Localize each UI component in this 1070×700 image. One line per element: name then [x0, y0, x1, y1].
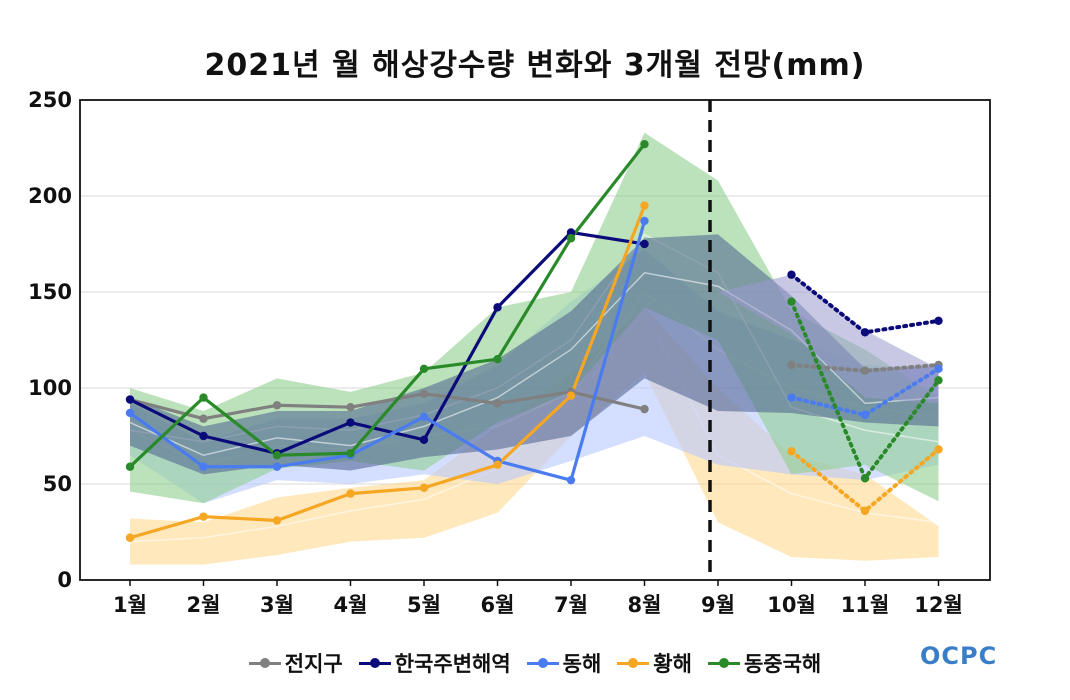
- data-point: [125, 462, 135, 471]
- y-tick-label: 50: [43, 472, 72, 496]
- x-tick-label: 3월: [260, 593, 294, 617]
- data-point: [419, 435, 429, 445]
- legend-item: 황해: [617, 648, 692, 678]
- legend-swatch: [248, 653, 281, 673]
- x-tick-label: 1월: [113, 593, 147, 617]
- legend-item: 한국주변해역: [358, 648, 511, 678]
- data-point: [566, 475, 576, 485]
- y-tick-label: 0: [57, 568, 72, 592]
- y-tick-label: 100: [28, 376, 72, 400]
- data-point: [640, 216, 649, 226]
- legend-swatch: [707, 653, 740, 673]
- series-line-observed: [128, 143, 646, 468]
- legend: 전지구 한국주변해역 동해 황해 동중국해: [0, 648, 1070, 678]
- spread-bands: [129, 132, 939, 565]
- legend-item: 전지구: [248, 648, 343, 678]
- data-point: [860, 366, 870, 375]
- x-tick-label: 4월: [334, 593, 368, 617]
- data-point: [860, 506, 870, 516]
- legend-label: 전지구: [284, 652, 343, 676]
- data-point: [860, 328, 870, 337]
- data-point: [493, 355, 502, 364]
- data-point: [346, 489, 355, 498]
- data-point: [860, 474, 870, 483]
- legend-label: 황해: [653, 652, 692, 676]
- data-point: [199, 431, 208, 441]
- data-point: [787, 270, 796, 279]
- data-point: [640, 139, 649, 149]
- data-point: [125, 533, 135, 542]
- legend-label: 한국주변해역: [394, 652, 511, 676]
- x-tick-label: 10월: [767, 593, 816, 617]
- data-point: [787, 297, 796, 306]
- data-point: [199, 414, 208, 423]
- x-tick-label: 12월: [914, 593, 963, 617]
- data-point: [419, 412, 429, 421]
- series-line-observed: [129, 390, 645, 421]
- data-point: [787, 447, 796, 456]
- legend-item: 동중국해: [707, 648, 822, 678]
- x-tick-label: 9월: [701, 593, 735, 617]
- data-point: [346, 449, 355, 458]
- x-tick-label: 8월: [628, 593, 662, 617]
- spread-band: [130, 132, 939, 504]
- legend-swatch: [617, 653, 650, 673]
- y-tick-label: 250: [28, 88, 72, 112]
- data-point: [272, 401, 282, 410]
- y-tick-label: 150: [28, 280, 72, 304]
- data-point: [934, 445, 943, 454]
- data-point: [640, 201, 649, 210]
- legend-swatch: [358, 653, 391, 673]
- legend-label: 동해: [562, 652, 602, 676]
- series-line-observed: [129, 230, 645, 455]
- data-point: [640, 404, 649, 414]
- data-point: [493, 399, 502, 408]
- data-point: [419, 364, 429, 373]
- data-point: [787, 393, 796, 402]
- y-tick-label: 200: [28, 184, 72, 208]
- data-point: [125, 408, 135, 418]
- data-point: [346, 418, 355, 427]
- data-point: [934, 364, 943, 373]
- series-points: [125, 139, 943, 542]
- x-tick-label: 11월: [841, 593, 890, 617]
- data-point: [199, 512, 208, 521]
- ocpc-logo: OCPC: [920, 642, 998, 670]
- data-point: [199, 462, 208, 471]
- axes: 0 50 100 150 200 250 1월 2월 3월 4월 5월 6월 7월 8월 9월 10월 11월 1…: [28, 88, 991, 617]
- data-point: [934, 316, 943, 325]
- series-line-observed: [129, 205, 646, 540]
- series-line-observed: [129, 220, 647, 482]
- legend-swatch: [526, 653, 559, 673]
- data-point: [125, 395, 135, 404]
- data-point: [787, 360, 796, 370]
- chart-title: 2021년 월 해상강수량 변화와 3개월 전망(mm): [204, 48, 866, 83]
- x-tick-label: 7월: [554, 593, 588, 617]
- data-point: [493, 303, 502, 312]
- legend-item: 동해: [526, 648, 602, 678]
- data-point: [566, 228, 576, 237]
- data-point: [272, 462, 282, 471]
- data-point: [272, 516, 282, 525]
- x-tick-label: 2월: [187, 593, 221, 617]
- legend-label: 동중국해: [743, 652, 822, 676]
- data-point: [934, 376, 943, 385]
- plot-frame: [79, 99, 991, 581]
- data-point: [493, 460, 502, 469]
- x-tick-label: 6월: [481, 593, 515, 617]
- data-point: [860, 410, 870, 420]
- data-point: [346, 403, 355, 412]
- data-point: [640, 239, 649, 249]
- data-point: [566, 234, 576, 243]
- x-tick-label: 5월: [407, 593, 441, 617]
- data-point: [272, 451, 282, 460]
- data-point: [566, 391, 576, 400]
- data-point: [419, 389, 429, 398]
- data-point: [199, 393, 208, 402]
- data-point: [419, 483, 429, 493]
